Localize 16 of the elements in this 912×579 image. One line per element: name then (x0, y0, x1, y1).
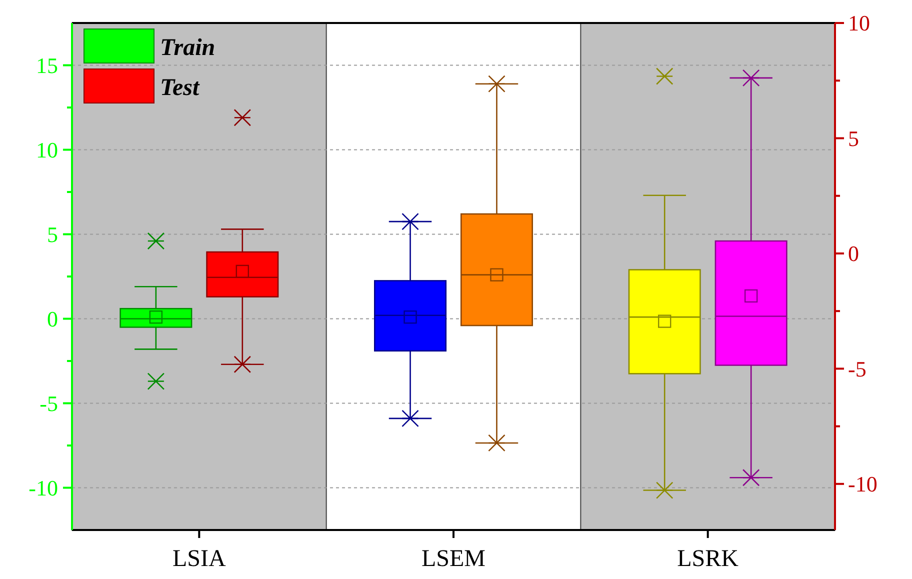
y-tick-label: 10 (36, 137, 58, 162)
x-tick-label: LSIA (172, 546, 226, 572)
y2-tick-label: 5 (848, 126, 859, 151)
y2-tick-label: -10 (848, 472, 878, 497)
y2-tick-label: -5 (848, 356, 866, 382)
y-tick-label: 5 (47, 222, 58, 247)
x-tick-label: LSEM (421, 546, 486, 572)
y2-tick-label: 10 (848, 10, 870, 36)
legend-label: Train (160, 35, 216, 61)
y-tick-label: -10 (28, 475, 58, 500)
y-tick-label: -5 (40, 390, 58, 416)
y-tick-label: 15 (36, 52, 58, 78)
x-tick-label: LSRK (677, 546, 740, 572)
y-tick-label: 0 (47, 306, 58, 332)
y2-tick-label: 0 (848, 241, 859, 266)
legend-label: Test (160, 75, 200, 101)
